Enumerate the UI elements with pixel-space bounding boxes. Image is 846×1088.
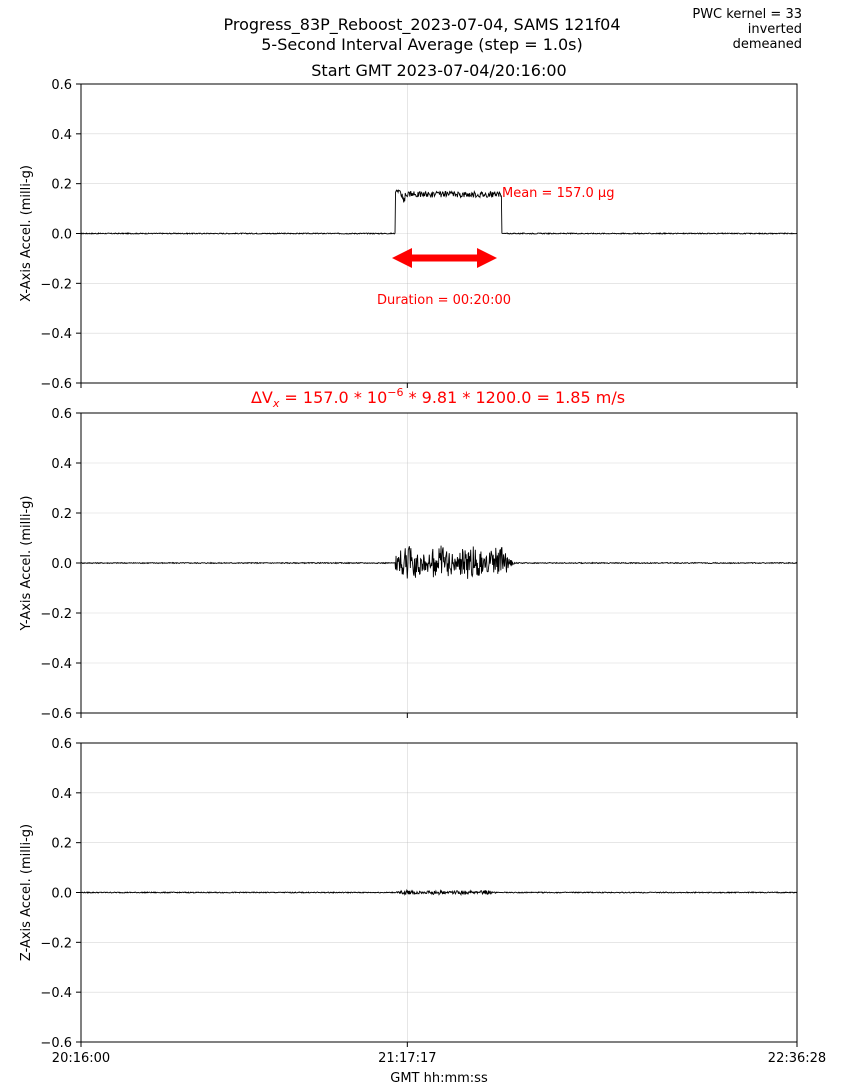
duration-annotation: Duration = 00:20:00 — [377, 293, 511, 308]
y-tick-label: 0.0 — [51, 228, 72, 243]
delta-v-equation: ΔVx = 157.0 * 10−6 * 9.81 * 1200.0 = 1.8… — [251, 386, 625, 410]
plot-frame — [80, 412, 798, 714]
accel-trace-line — [80, 189, 798, 235]
x-axis-label: GMT hh:mm:ss — [390, 1071, 488, 1086]
y-tick-label: −0.6 — [40, 1036, 72, 1051]
y-tick-label: 0.0 — [51, 557, 72, 572]
z-axis-panel: 0.6 0.4 0.2 0.0 −0.2 −0.4 −0.6 Z-Axis Accel. (m… — [19, 737, 798, 1051]
y-tick-label: −0.4 — [40, 327, 72, 342]
y-tick-label: −0.2 — [40, 936, 72, 951]
corner-note-inverted: inverted — [748, 22, 802, 37]
corner-note-demeaned: demeaned — [733, 37, 802, 52]
y-axis-label: Y-Axis Accel. (milli-g) — [19, 496, 34, 632]
y-tick-label: 0.6 — [51, 407, 72, 422]
y-tick-label: 0.2 — [51, 837, 72, 852]
y-tick-label: 0.2 — [51, 178, 72, 193]
x-tick-label: 22:36:28 — [768, 1051, 826, 1066]
y-tick-label: 0.6 — [51, 737, 72, 752]
y-tick-label: 0.0 — [51, 887, 72, 902]
y-tick-label: 0.2 — [51, 507, 72, 522]
figure-subtitle: Start GMT 2023-07-04/20:16:00 — [311, 61, 566, 80]
x-tick-label: 21:17:17 — [378, 1051, 436, 1066]
y-tick-label: −0.4 — [40, 657, 72, 672]
plot-frame — [80, 742, 798, 1043]
x-tick-labels: 20:16:00 21:17:17 22:36:28 — [52, 1051, 826, 1066]
corner-note-kernel: PWC kernel = 33 — [692, 7, 802, 22]
y-tick-label: −0.4 — [40, 986, 72, 1001]
mean-annotation: Mean = 157.0 μg — [502, 186, 614, 201]
y-tick-label: −0.6 — [40, 377, 72, 392]
accel-trace-line — [80, 545, 798, 579]
y-tick-label: −0.2 — [40, 277, 72, 292]
y-axis-panel: 0.6 0.4 0.2 0.0 −0.2 −0.4 −0.6 Y-Axis Accel. (m… — [19, 407, 798, 722]
y-tick-label: 0.4 — [51, 457, 72, 472]
plot-frame — [80, 83, 798, 384]
accel-trace-line — [80, 888, 798, 897]
figure-title-line2: 5-Second Interval Average (step = 1.0s) — [261, 35, 583, 54]
y-tick-label: 0.4 — [51, 128, 72, 143]
y-tick-label: 0.4 — [51, 787, 72, 802]
y-axis-label: X-Axis Accel. (milli-g) — [19, 165, 34, 302]
y-tick-label: −0.6 — [40, 707, 72, 722]
figure-title-line1: Progress_83P_Reboost_2023-07-04, SAMS 12… — [223, 15, 620, 35]
y-tick-label: −0.2 — [40, 607, 72, 622]
y-axis-label: Z-Axis Accel. (milli-g) — [19, 824, 34, 961]
x-axis-panel: 0.6 0.4 0.2 0.0 −0.2 −0.4 −0.6 X-Axis Accel. (m… — [19, 78, 798, 392]
x-tick-label: 20:16:00 — [52, 1051, 110, 1066]
duration-double-arrow — [392, 248, 497, 268]
y-tick-label: 0.6 — [51, 78, 72, 93]
